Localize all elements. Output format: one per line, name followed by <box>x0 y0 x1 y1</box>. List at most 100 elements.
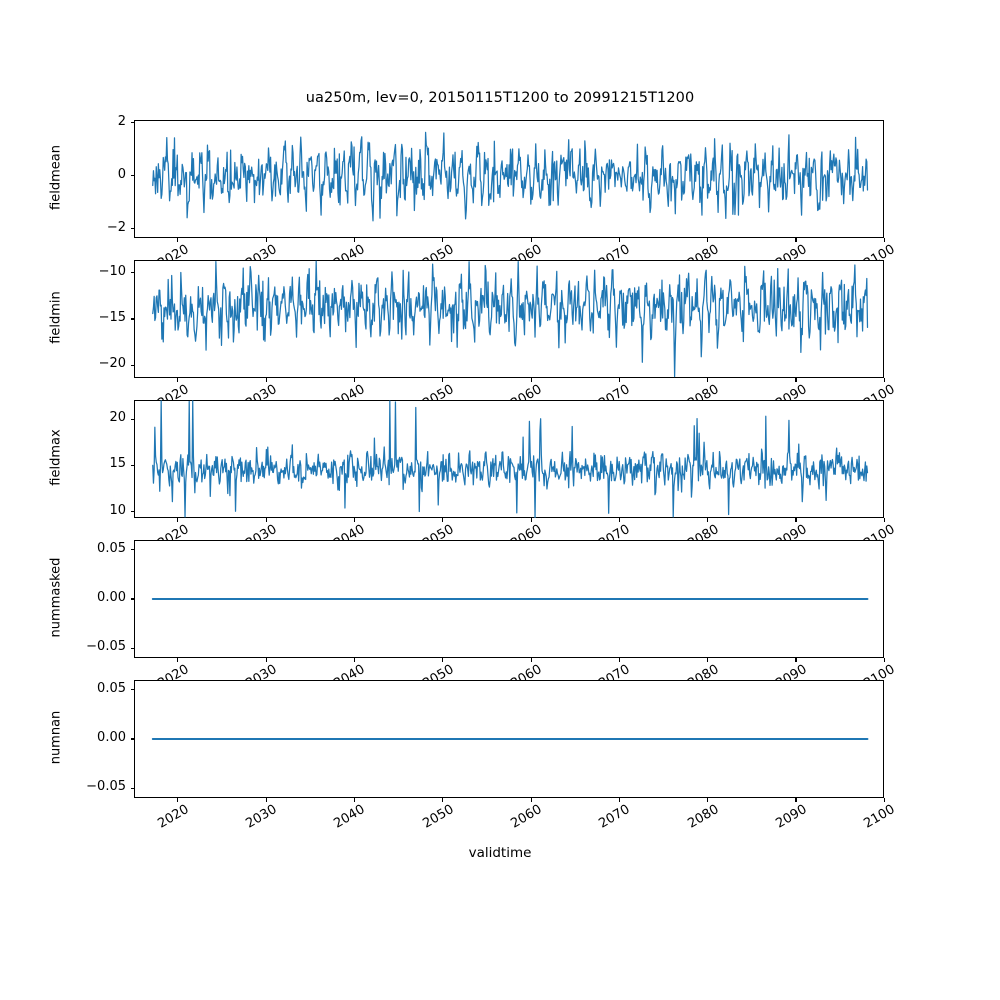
x-tick-mark-numnan-2 <box>353 798 355 802</box>
y-tick-mark-nummasked-2 <box>130 647 134 649</box>
plot-area-fieldmax <box>134 400 884 518</box>
x-tick-mark-fieldmax-5 <box>618 518 620 522</box>
y-tick-mark-numnan-1 <box>130 738 134 740</box>
x-tick-mark-nummasked-6 <box>707 658 709 662</box>
plot-area-fieldmin <box>134 260 884 378</box>
subplot-nummasked <box>134 540 884 658</box>
x-tick-mark-nummasked-3 <box>442 658 444 662</box>
x-tick-mark-numnan-8 <box>883 798 885 802</box>
y-tick-label-fieldmin-1: −15 <box>98 310 126 325</box>
x-tick-mark-fieldmean-5 <box>618 238 620 242</box>
x-tick-mark-fieldmax-2 <box>353 518 355 522</box>
series-line-fieldmean <box>152 131 869 222</box>
x-tick-mark-nummasked-1 <box>265 658 267 662</box>
y-tick-mark-fieldmean-0 <box>130 122 134 124</box>
x-axis-label: validtime <box>468 845 532 861</box>
x-tick-mark-nummasked-0 <box>177 658 179 662</box>
x-tick-mark-fieldmax-7 <box>795 518 797 522</box>
y-tick-label-fieldmax-0: 20 <box>109 410 126 426</box>
x-tick-mark-nummasked-2 <box>353 658 355 662</box>
x-tick-mark-fieldmin-6 <box>707 378 709 382</box>
x-tick-mark-fieldmax-1 <box>265 518 267 522</box>
x-tick-label-band-numnan: 2020 2030 2040 2050 2060 2070 2080 2090 2100 <box>100 802 960 848</box>
x-tick-mark-nummasked-5 <box>618 658 620 662</box>
x-tick-mark-fieldmin-8 <box>883 378 885 382</box>
y-tick-label-nummasked-0: 0.05 <box>97 540 126 556</box>
y-tick-label-nummasked-2: −0.05 <box>86 639 126 655</box>
y-tick-label-fieldmean-0: 2 <box>117 113 126 129</box>
series-line-fieldmin <box>152 260 869 378</box>
y-tick-label-fieldmax-1: 15 <box>109 456 126 472</box>
x-tick-mark-fieldmax-6 <box>707 518 709 522</box>
y-tick-mark-fieldmax-0 <box>130 418 134 420</box>
y-tick-label-numnan-0: 0.05 <box>97 680 126 696</box>
series-line-nummasked <box>151 598 869 600</box>
y-axis-label-fieldmax: fieldmax <box>48 429 64 486</box>
x-tick-label-numnan-5: 2070 <box>596 802 633 832</box>
x-tick-mark-fieldmean-4 <box>530 238 532 242</box>
y-tick-mark-fieldmin-1 <box>130 318 134 320</box>
x-tick-mark-fieldmax-0 <box>177 518 179 522</box>
x-tick-mark-numnan-7 <box>795 798 797 802</box>
x-tick-label-numnan-8: 2100 <box>861 802 898 832</box>
subplot-numnan <box>134 680 884 798</box>
y-tick-mark-nummasked-0 <box>130 549 134 551</box>
y-axis-label-fieldmin: fieldmin <box>48 291 64 344</box>
y-tick-label-nummasked-1: 0.00 <box>97 590 126 605</box>
y-axis-label-nummasked: nummasked <box>48 557 64 638</box>
x-tick-mark-numnan-5 <box>618 798 620 802</box>
y-tick-label-fieldmin-2: −20 <box>98 356 126 372</box>
y-axis-label-fieldmean: fieldmean <box>48 145 64 210</box>
x-tick-label-numnan-1: 2030 <box>243 802 280 832</box>
x-tick-label-numnan-6: 2080 <box>685 802 722 832</box>
x-tick-mark-numnan-0 <box>177 798 179 802</box>
x-tick-label-numnan-0: 2020 <box>155 802 192 832</box>
y-tick-mark-fieldmin-0 <box>130 272 134 274</box>
y-tick-label-fieldmin-0: −10 <box>98 263 126 279</box>
x-tick-mark-numnan-4 <box>530 798 532 802</box>
y-tick-label-fieldmax-2: 10 <box>109 502 126 518</box>
plot-area-numnan <box>134 680 884 798</box>
x-tick-mark-fieldmean-1 <box>265 238 267 242</box>
x-tick-mark-fieldmin-5 <box>618 378 620 382</box>
x-tick-mark-fieldmin-4 <box>530 378 532 382</box>
x-tick-label-numnan-7: 2090 <box>773 802 810 832</box>
y-axis-label-numnan: numnan <box>48 710 64 765</box>
series-line-numnan <box>151 738 869 740</box>
x-tick-mark-fieldmean-6 <box>707 238 709 242</box>
x-tick-mark-fieldmean-0 <box>177 238 179 242</box>
y-tick-label-fieldmean-2: −2 <box>106 219 126 235</box>
x-tick-label-numnan-3: 2050 <box>420 802 457 832</box>
x-tick-mark-numnan-6 <box>707 798 709 802</box>
plot-area-nummasked <box>134 540 884 658</box>
x-tick-mark-fieldmin-7 <box>795 378 797 382</box>
x-tick-mark-fieldmin-1 <box>265 378 267 382</box>
subplot-fieldmax <box>134 400 884 518</box>
y-tick-mark-numnan-2 <box>130 787 134 789</box>
y-tick-label-fieldmean-1: 0 <box>117 166 126 182</box>
x-tick-mark-fieldmean-3 <box>442 238 444 242</box>
plot-area-fieldmean <box>134 120 884 238</box>
x-tick-mark-fieldmean-8 <box>883 238 885 242</box>
y-tick-mark-fieldmean-1 <box>130 175 134 177</box>
x-tick-mark-fieldmax-8 <box>883 518 885 522</box>
x-tick-mark-fieldmin-0 <box>177 378 179 382</box>
x-tick-mark-fieldmean-7 <box>795 238 797 242</box>
y-tick-mark-fieldmax-2 <box>130 510 134 513</box>
x-tick-label-numnan-2: 2040 <box>331 802 368 832</box>
x-tick-mark-fieldmin-3 <box>442 378 444 382</box>
subplot-fieldmean <box>134 120 884 238</box>
y-tick-label-numnan-1: 0.00 <box>97 730 126 745</box>
x-tick-mark-fieldmin-2 <box>353 378 355 382</box>
y-tick-mark-numnan-0 <box>130 689 134 691</box>
y-tick-mark-fieldmax-1 <box>130 464 134 466</box>
x-tick-mark-nummasked-8 <box>883 658 885 662</box>
y-tick-mark-fieldmin-2 <box>130 364 134 366</box>
x-tick-mark-fieldmean-2 <box>353 238 355 242</box>
x-tick-mark-numnan-3 <box>442 798 444 802</box>
y-tick-mark-fieldmean-2 <box>130 228 134 230</box>
x-tick-mark-numnan-1 <box>265 798 267 802</box>
x-tick-mark-fieldmax-3 <box>442 518 444 522</box>
x-tick-mark-nummasked-7 <box>795 658 797 662</box>
